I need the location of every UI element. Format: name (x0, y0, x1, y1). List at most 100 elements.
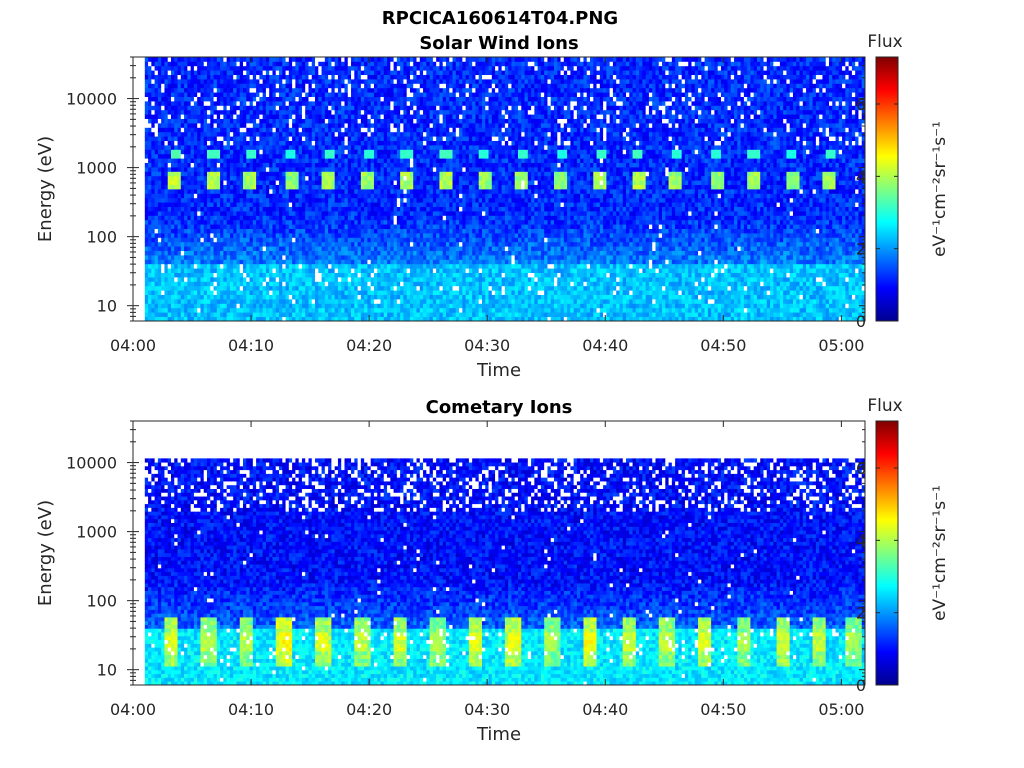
heatmap-cell (383, 224, 388, 229)
heatmap-cell (226, 65, 231, 71)
heatmap-cell (357, 202, 362, 207)
heatmap-cell (203, 259, 208, 265)
heatmap-cell (226, 250, 231, 256)
heatmap-cell (157, 184, 162, 190)
heatmap-cell (200, 250, 205, 256)
heatmap-cell (252, 268, 257, 273)
heatmap-cell (364, 303, 368, 309)
heatmap-cell (210, 167, 214, 172)
heatmap-cell (364, 219, 368, 225)
heatmap-cell (200, 268, 205, 273)
heatmap-cell (265, 149, 270, 155)
heatmap-cell (243, 96, 247, 102)
heatmap-cell (409, 70, 414, 75)
heatmap-cell (246, 272, 250, 278)
heatmap-cell (351, 193, 355, 199)
heatmap-cell (393, 83, 398, 89)
heatmap-cell (233, 96, 237, 102)
heatmap-cell (154, 105, 159, 111)
heatmap-cell (144, 180, 149, 185)
heatmap-cell (337, 92, 342, 97)
heatmap-cell (144, 83, 149, 89)
heatmap-cell (298, 259, 303, 265)
heatmap-cell (249, 277, 254, 282)
heatmap-cell (298, 175, 303, 181)
heatmap-cell (157, 83, 162, 89)
heatmap-cell (390, 285, 394, 291)
heatmap-cell (207, 211, 211, 216)
heatmap-cell (203, 131, 208, 137)
heatmap-cell (288, 294, 293, 300)
heatmap-cell (364, 70, 368, 75)
heatmap-cell (341, 206, 345, 212)
heatmap-cell (249, 224, 254, 229)
heatmap-cell (295, 79, 300, 84)
heatmap-cell (292, 127, 296, 133)
heatmap-cell (220, 233, 224, 238)
heatmap-cell (269, 211, 273, 216)
heatmap-cell (295, 61, 300, 67)
heatmap-cell (157, 61, 162, 67)
heatmap-cell (354, 83, 358, 89)
heatmap-cell (148, 263, 152, 269)
heatmap-cell (282, 206, 286, 212)
heatmap-cell (295, 263, 300, 269)
heatmap-cell (210, 228, 214, 234)
heatmap-cell (341, 57, 345, 62)
heatmap-cell (157, 118, 162, 124)
heatmap-cell (226, 303, 231, 309)
heatmap-cell (252, 263, 257, 269)
heatmap-cell (262, 127, 267, 133)
heatmap-cell (269, 101, 273, 106)
heatmap-cell (213, 87, 218, 93)
heatmap-cell (148, 206, 152, 212)
heatmap-cell (351, 87, 355, 93)
heatmap-cell (351, 57, 355, 62)
heatmap-cell (288, 127, 293, 133)
heatmap-cell (171, 277, 175, 282)
heatmap-cell (148, 268, 152, 273)
heatmap-cell (259, 307, 264, 313)
heatmap-cell (354, 215, 358, 221)
heatmap-cell (413, 153, 417, 159)
heatmap-cell (341, 246, 345, 251)
heatmap-cell (229, 272, 234, 278)
heatmap-cell (262, 290, 267, 295)
heatmap-cell (226, 61, 231, 67)
heatmap-cell (216, 277, 221, 282)
heatmap-cell (400, 118, 404, 124)
heatmap-cell (344, 312, 349, 317)
heatmap-cell (275, 316, 280, 322)
heatmap-cell (400, 307, 404, 313)
heatmap-cell (308, 316, 313, 322)
heatmap-cell (321, 123, 326, 128)
heatmap-cell (239, 74, 244, 80)
heatmap-cell (262, 277, 267, 282)
heatmap-cell (347, 316, 352, 322)
heatmap-cell (301, 136, 306, 141)
heatmap-cell (187, 263, 192, 269)
heatmap-cell (252, 290, 257, 295)
heatmap-cell (409, 272, 414, 278)
heatmap-cell (177, 96, 182, 102)
heatmap-cell (151, 228, 156, 234)
heatmap-cell (161, 277, 165, 282)
heatmap-cell (203, 92, 208, 97)
heatmap-cell (380, 255, 385, 260)
heatmap-cell (324, 259, 329, 265)
heatmap-cell (243, 202, 247, 207)
heatmap-cell (383, 268, 388, 273)
heatmap-cell (318, 193, 322, 199)
heatmap-cell (148, 175, 152, 181)
heatmap-cell (171, 316, 175, 322)
heatmap-cell (347, 193, 352, 199)
heatmap-cell (396, 162, 401, 168)
heatmap-cell (243, 197, 247, 203)
heatmap-cell (184, 149, 188, 155)
heatmap-cell (243, 79, 247, 84)
heatmap-cell (167, 303, 172, 309)
heatmap-cell (328, 215, 332, 221)
heatmap-cell (174, 241, 178, 247)
heatmap-cell (413, 158, 417, 163)
heatmap-cell (351, 211, 355, 216)
